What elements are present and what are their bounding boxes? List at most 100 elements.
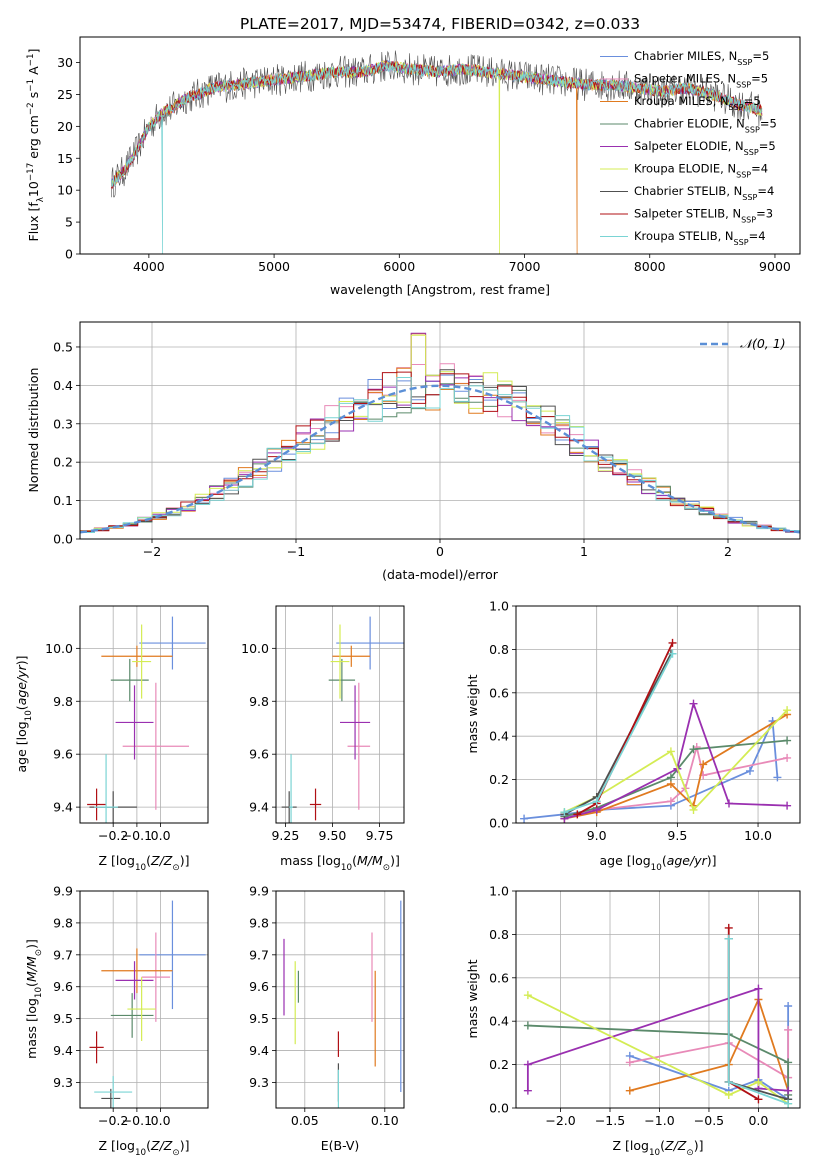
panel-age_vs_mass: 9.25 9.50 9.75 9.4 9.6 9.8 10.0 mass [log10(M/M… [241,605,405,873]
weight-line [564,713,788,820]
x-tick-label: 6000 [383,259,415,274]
y-tick-label: 0.0 [53,532,73,547]
weight-point [784,1058,793,1067]
y-axis-label: mass [log10(M/M⊙)] [24,939,44,1059]
weight-line [564,746,788,818]
legend-entry: Salpeter MILES, NSSP=5 [634,72,768,90]
weight-point [625,1086,634,1095]
x-tick-label: 0.0 [151,828,171,843]
legend-entry: Kroupa MILES, NSSP=5 [634,94,761,112]
histogram-step [80,376,800,534]
x-tick-label: 1 [580,544,588,559]
plot-area [520,638,792,823]
panel-age_vs_z: −0.2−0.10.0 9.4 9.6 9.8 10.0 Z [log10(Z/Z⊙)] a… [14,605,209,873]
y-tick-label: 25 [57,87,73,102]
x-tick-label: 7000 [509,259,541,274]
x-tick-label: 0.0 [151,1113,171,1128]
x-tick-label: 4000 [133,259,165,274]
plot-area [523,923,793,1108]
axes-frame [275,605,405,824]
panel-mass_vs_ebv: 0.05 0.10 9.3 9.4 9.5 9.6 9.7 9.8 9.9 E(B-V) [249,884,405,1153]
x-tick-label: −2.0 [545,1113,575,1128]
x-axis-label: wavelength [Angstrom, rest frame] [330,282,550,297]
weight-line [527,994,789,1105]
weight-point [668,638,677,647]
y-tick-label: 9.4 [249,1043,269,1058]
weight-point [754,1095,763,1104]
weight-point [724,934,733,943]
panel-spectrum: 4000 5000 6000 7000 8000 9000 0 5 10 15 20 25 30 Flux… [26,36,801,297]
x-axis-label: E(B-V) [321,1138,360,1153]
y-tick-label: 9.5 [53,1011,73,1026]
weight-point [625,1058,634,1067]
y-tick-label: 9.8 [249,915,269,930]
normal-curve [80,384,800,534]
axes-frame [79,890,209,1109]
plot-area [281,616,404,823]
y-tick-label: 0.4 [489,1014,509,1029]
y-tick-label: 1.0 [489,884,509,899]
legend-entry: Chabrier STELIB, NSSP=4 [634,184,774,202]
axes-frame [79,36,801,255]
y-tick-label: 9.4 [53,1043,73,1058]
y-tick-label: 9.4 [249,800,269,815]
y-tick-label: 9.8 [53,694,73,709]
y-tick-label: 9.6 [249,747,269,762]
weight-point [689,699,698,708]
x-tick-label: 9.50 [319,828,347,843]
weight-line [727,927,759,1101]
panel-weight_vs_z: −2.0 −1.5 −1.0 −0.5 0.0 0.0 0.2 0.4 0.6 0.8 1.0 Z [… [465,884,801,1158]
weight-point [520,814,529,823]
y-tick-label: 0.5 [53,339,73,354]
weight-point [754,984,763,993]
y-axis-label: Flux [fλ10−17 erg cm−2 s−1 A−1] [26,49,46,242]
weight-point [725,799,733,808]
y-tick-label: 0.8 [489,642,509,657]
x-tick-label: 2 [724,544,732,559]
y-axis-label: Normed distribution [26,368,41,493]
y-tick-label: 0.0 [489,1101,509,1116]
x-tick-label: −1.5 [595,1113,625,1128]
x-tick-label: −1 [287,544,305,559]
x-axis-label: mass [log10(M/M⊙)] [280,853,400,873]
weight-point [573,810,582,819]
weight-line [629,997,789,1092]
y-tick-label: 20 [57,119,73,134]
y-tick-label: 9.7 [53,947,73,962]
x-tick-label: 0.05 [291,1113,319,1128]
y-tick-label: 9.4 [53,800,73,815]
x-axis-label: Z [log10(Z/Z⊙)] [613,1138,704,1158]
x-axis-label: Z [log10(Z/Z⊙)] [99,853,190,873]
spectrum-line [111,50,763,198]
x-tick-label: 9000 [759,259,791,274]
x-tick-label: 9.5 [667,828,687,843]
weight-point [689,745,698,754]
weight-point [724,1090,733,1099]
weight-point [666,747,675,756]
weight-point [783,753,792,762]
y-tick-label: 0.2 [489,772,509,787]
y-tick-label: 0.6 [489,685,509,700]
weight-point [724,923,733,932]
axes-frame [515,605,801,824]
x-tick-label: −0.5 [694,1113,724,1128]
y-tick-label: 9.7 [249,947,269,962]
gridlines [516,605,800,824]
y-axis-label: age [log10(age/yr)] [14,655,34,772]
y-tick-label: 30 [57,55,73,70]
plot-area [87,616,206,823]
weight-point [592,797,601,806]
legend-entry: Kroupa ELODIE, NSSP=4 [634,162,768,180]
x-tick-label: −0.1 [122,828,152,843]
figure-title: PLATE=2017, MJD=53474, FIBERID=0342, z=0… [240,15,640,33]
y-tick-label: 0.4 [489,729,509,744]
y-tick-label: 0.4 [53,378,73,393]
x-tick-label: 8000 [634,259,666,274]
y-tick-label: 1.0 [489,599,509,614]
y-tick-label: 9.3 [53,1075,73,1090]
plot-area [89,900,206,1108]
weight-point [773,773,782,782]
y-tick-label: 0.1 [53,493,73,508]
y-tick-label: 10.0 [241,641,269,656]
